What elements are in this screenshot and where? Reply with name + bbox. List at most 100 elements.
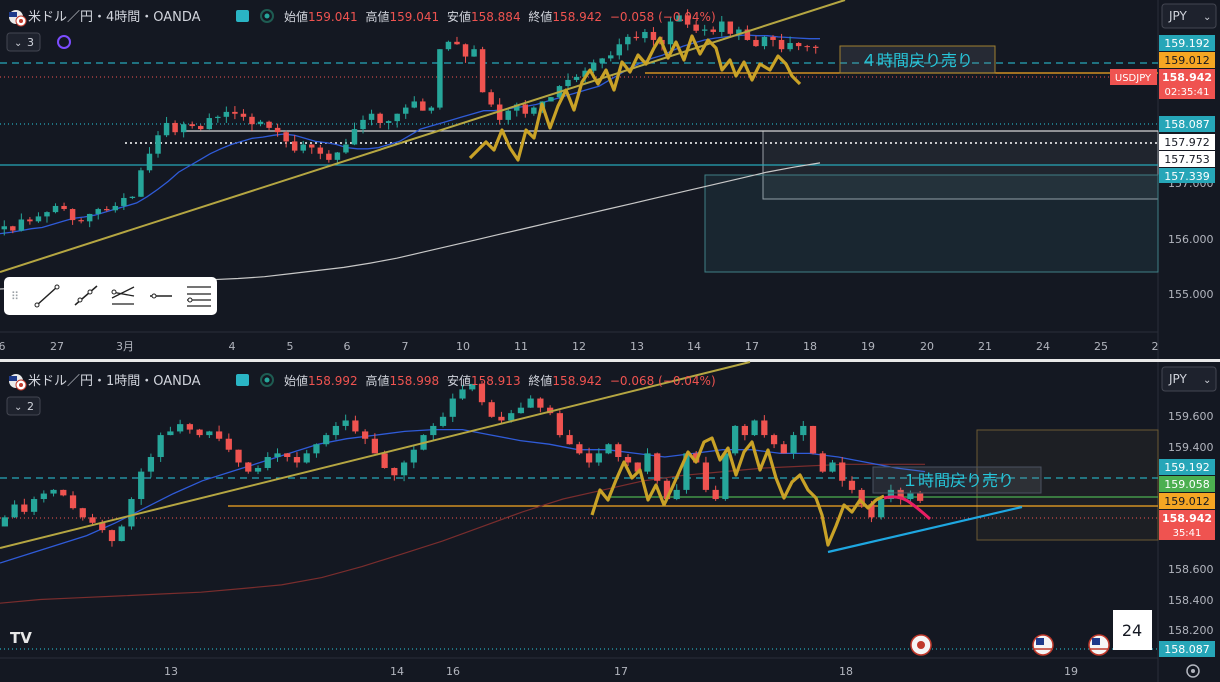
- top-candle: [206, 113, 213, 130]
- horizontal-ray-tool-icon[interactable]: [150, 293, 172, 299]
- bottom-panel[interactable]: １時間戻り売り 米ドル／円・1時間・OANDA 始値158.992 高値158.…: [0, 361, 1217, 678]
- top-time-tick: 6: [0, 340, 6, 353]
- bottom-tick-159600: 159.600: [1168, 410, 1214, 423]
- top-legend[interactable]: 米ドル／円・4時間・OANDA 始値159.041 高値159.041 安値15…: [6, 9, 716, 52]
- top-candle: [274, 123, 281, 137]
- bottom-price-tag-159192-text: 159.192: [1164, 461, 1210, 474]
- number-badge[interactable]: [1113, 610, 1152, 650]
- event-marker-1[interactable]: [910, 634, 932, 656]
- top-symbol-title[interactable]: 米ドル／円・4時間・OANDA: [28, 10, 201, 25]
- bottom-market-status-icon[interactable]: [260, 373, 274, 387]
- bottom-price-axis[interactable]: JPY ⌄ 159.600 159.400 158.600 158.400 15…: [1159, 366, 1217, 657]
- bottom-annotation-box[interactable]: [872, 466, 1042, 494]
- ray-tool-icon[interactable]: [74, 285, 98, 306]
- top-candle: [411, 96, 418, 109]
- top-currency-button[interactable]: [1161, 3, 1217, 29]
- top-fast-ma-line: [0, 34, 820, 235]
- top-candle: [667, 17, 674, 50]
- top-time-tick: 14: [687, 340, 701, 353]
- event-marker-us-2[interactable]: [1088, 634, 1110, 656]
- bottom-time-tick: 13: [164, 665, 178, 678]
- bottom-open-value: 158.992: [308, 374, 358, 388]
- top-time-tick: 18: [803, 340, 817, 353]
- top-candle: [710, 26, 716, 35]
- top-candle: [531, 106, 537, 116]
- top-time-tick: 25: [1094, 340, 1108, 353]
- bottom-candle: [829, 460, 836, 473]
- bottom-candle: [732, 424, 739, 456]
- top-time-tick: 13: [630, 340, 644, 353]
- bottom-candle: [410, 445, 417, 469]
- event-marker-us-1[interactable]: [1032, 634, 1054, 656]
- top-candle: [266, 120, 272, 131]
- top-candle: [78, 218, 84, 224]
- top-candle: [180, 121, 187, 138]
- top-candle: [761, 35, 768, 50]
- bottom-currency-button[interactable]: [1161, 366, 1217, 392]
- top-price-axis[interactable]: JPY ⌄ 157.000 156.000 155.000 159.192 15…: [1110, 3, 1217, 301]
- top-countdown-text: 02:35:41: [1165, 87, 1210, 98]
- top-price-tag-157753: [1159, 151, 1215, 167]
- settings-gear-icon[interactable]: [1186, 664, 1200, 678]
- bottom-indicator-toggle[interactable]: [6, 396, 41, 416]
- bottom-candle: [40, 490, 47, 503]
- bottom-candle: [858, 487, 865, 508]
- top-candle: [44, 211, 50, 223]
- top-candle: [61, 202, 67, 211]
- panel-divider[interactable]: [0, 359, 1220, 362]
- top-candle: [326, 150, 332, 163]
- top-candle: [642, 28, 648, 43]
- trend-line-tool-icon[interactable]: [34, 284, 60, 308]
- top-price-tag-159012-text: 159.012: [1164, 54, 1210, 67]
- top-indicator-toggle[interactable]: [6, 32, 41, 52]
- top-time-axis[interactable]: 6 27 3月 4 5 6 7 10 11 12 13 14 17 18 19 20 21 24 25 2: [0, 340, 1159, 353]
- bottom-candle: [702, 456, 710, 493]
- bottom-price-tag-158087: [1159, 641, 1215, 657]
- top-time-tick: 2: [1152, 340, 1159, 353]
- top-candle: [650, 27, 657, 46]
- bottom-candle: [878, 498, 885, 520]
- top-tick-156: 156.000: [1168, 233, 1214, 246]
- bottom-candle: [848, 476, 856, 494]
- bottom-time-axis[interactable]: 13 14 16 17 18 19: [164, 665, 1078, 678]
- top-time-tick: 11: [514, 340, 528, 353]
- drag-handle-icon[interactable]: ⠿: [11, 290, 19, 303]
- top-candle: [104, 206, 110, 212]
- top-annotation-box[interactable]: [839, 45, 996, 74]
- bottom-candle: [362, 429, 369, 445]
- fib-retracement-tool-icon[interactable]: [187, 286, 211, 307]
- top-candle: [616, 38, 623, 60]
- bottom-candle: [332, 422, 340, 440]
- tradingview-logo[interactable]: TV: [10, 629, 32, 647]
- top-lightning-icon[interactable]: [236, 10, 249, 22]
- parallel-channel-tool-icon[interactable]: [111, 286, 135, 305]
- bottom-candle: [741, 424, 748, 441]
- top-loading-icon[interactable]: [57, 35, 71, 49]
- bottom-support-line[interactable]: [827, 505, 1023, 554]
- top-candle: [189, 121, 195, 129]
- bottom-candle: [391, 467, 398, 481]
- top-market-status-dot: [264, 13, 270, 19]
- bottom-zigzag-drawing[interactable]: [590, 436, 885, 547]
- bottom-trendline[interactable]: [0, 361, 751, 549]
- top-annotation-text: ４時間戻り売り: [861, 51, 973, 70]
- top-fast-moving-average: [0, 34, 820, 235]
- bottom-candle: [517, 402, 525, 414]
- top-candle: [163, 116, 170, 138]
- bottom-lightning-icon[interactable]: [236, 374, 249, 386]
- bottom-projection-arrow[interactable]: [883, 495, 932, 521]
- bottom-time-tick: 16: [446, 665, 460, 678]
- drawing-toolbar[interactable]: ⠿: [4, 277, 217, 315]
- top-zigzag-drawing[interactable]: [468, 34, 802, 162]
- top-candle: [445, 40, 452, 51]
- bottom-legend[interactable]: 米ドル／円・1時間・OANDA 始値158.992 高値158.998 安値15…: [6, 373, 716, 416]
- bottom-price-tag-158942-text: 158.942: [1162, 512, 1212, 525]
- top-candle: [607, 51, 614, 62]
- bottom-candle: [800, 420, 807, 441]
- top-panel[interactable]: ４時間戻り売り 米ドル／円・4時間・OANDA 始値159.041 高値159.…: [0, 0, 1217, 353]
- bottom-symbol-title[interactable]: 米ドル／円・1時間・OANDA: [28, 374, 201, 389]
- bottom-candle: [459, 385, 466, 400]
- top-candle: [172, 120, 178, 136]
- top-candle: [377, 112, 383, 129]
- top-market-status-icon[interactable]: [260, 9, 274, 23]
